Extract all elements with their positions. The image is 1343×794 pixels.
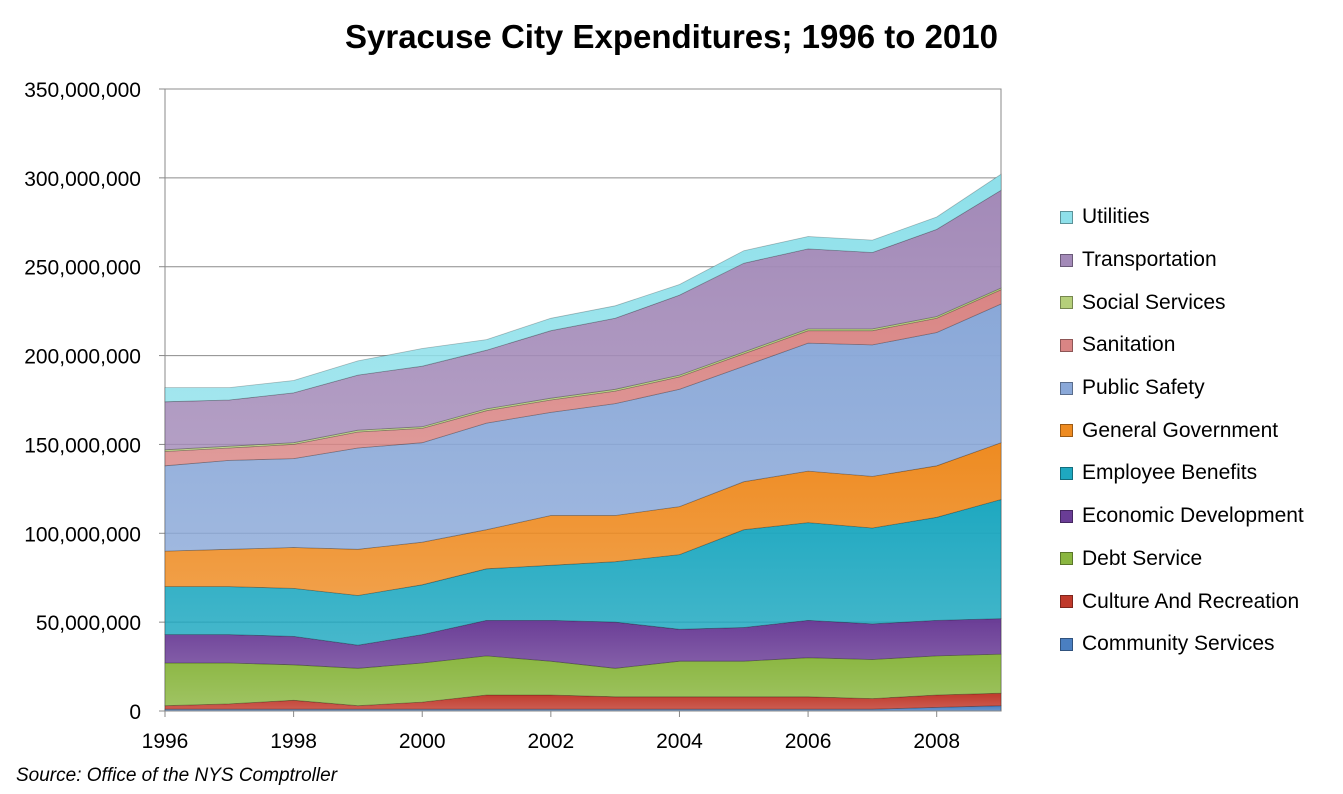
y-tick-label: 250,000,000	[24, 257, 141, 280]
x-tick-label: 1996	[142, 730, 189, 753]
x-tick-label: 2002	[527, 730, 574, 753]
legend-swatch	[1060, 637, 1073, 651]
y-tick-label: 0	[129, 701, 141, 724]
legend-label: Sanitation	[1082, 333, 1176, 357]
legend-label: Social Services	[1082, 290, 1226, 314]
legend-label: Utilities	[1082, 205, 1150, 229]
y-tick-label: 100,000,000	[24, 523, 141, 546]
legend-label: Public Safety	[1082, 376, 1205, 400]
y-tick-label: 50,000,000	[36, 612, 141, 635]
legend-label: Community Services	[1082, 632, 1275, 656]
legend-label: Culture And Recreation	[1082, 589, 1300, 613]
x-tick-label: 2006	[785, 730, 832, 753]
legend-swatch	[1060, 595, 1073, 609]
area-social-services	[164, 287, 1002, 452]
legend-swatch	[1060, 424, 1073, 438]
legend-item: Sanitation	[1060, 324, 1340, 367]
legend-item: Economic Development	[1060, 495, 1340, 538]
area-economic-development	[164, 618, 1002, 669]
legend-item: Social Services	[1060, 281, 1340, 324]
legend-label: Debt Service	[1082, 546, 1203, 570]
legend-swatch	[1060, 253, 1073, 267]
x-tick-label: 2008	[913, 730, 960, 753]
x-tick-label: 2000	[399, 730, 446, 753]
legend-item: General Government	[1060, 409, 1340, 452]
y-tick-label: 300,000,000	[24, 168, 141, 191]
legend-item: Public Safety	[1060, 367, 1340, 410]
source-note: Source: Office of the NYS Comptroller	[16, 765, 338, 786]
area-employee-benefits	[164, 498, 1002, 646]
y-tick-label: 200,000,000	[24, 346, 141, 369]
y-tick-label: 150,000,000	[24, 434, 141, 457]
legend-swatch	[1060, 338, 1073, 352]
legend-label: Economic Development	[1082, 504, 1304, 528]
x-tick-label: 2004	[656, 730, 703, 753]
area-sanitation	[164, 289, 1002, 467]
chart-title: Syracuse City Expenditures; 1996 to 2010	[345, 18, 998, 55]
legend-item: Utilities	[1060, 196, 1340, 239]
legend-item: Community Services	[1060, 623, 1340, 666]
legend-item: Debt Service	[1060, 538, 1340, 581]
legend-swatch	[1060, 552, 1073, 566]
legend-swatch	[1060, 210, 1073, 224]
x-tick-label: 1998	[270, 730, 317, 753]
legend-item: Transportation	[1060, 239, 1340, 282]
legend-swatch	[1060, 509, 1073, 523]
legend-item: Employee Benefits	[1060, 452, 1340, 495]
legend-label: Transportation	[1082, 248, 1217, 272]
legend-swatch	[1060, 381, 1073, 395]
legend-swatch	[1060, 296, 1073, 310]
legend-label: General Government	[1082, 418, 1279, 442]
legend: Utilities Transportation Social Services Sa…	[1060, 196, 1340, 666]
area-utilities	[164, 173, 1002, 403]
legend-label: Employee Benefits	[1082, 461, 1258, 485]
legend-item: Culture And Recreation	[1060, 580, 1340, 623]
y-tick-label: 350,000,000	[24, 79, 141, 102]
legend-swatch	[1060, 466, 1073, 480]
